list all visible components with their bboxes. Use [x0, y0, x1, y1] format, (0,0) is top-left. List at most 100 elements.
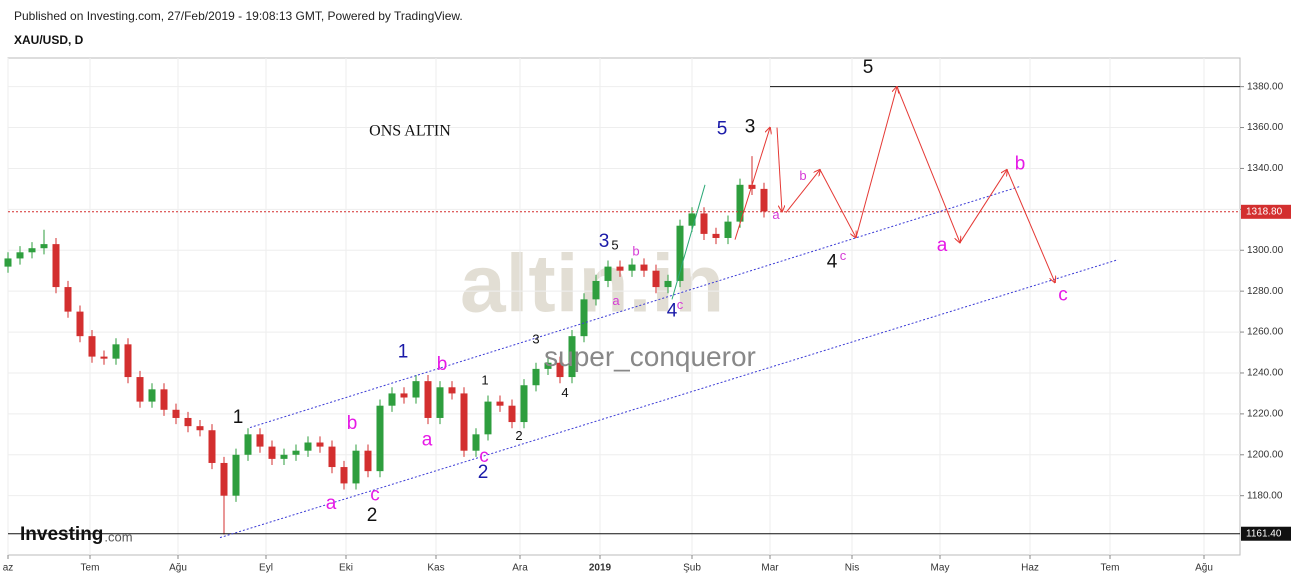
y-tick-label: 1340.00 [1247, 163, 1284, 174]
wave-label: b [437, 354, 448, 375]
logo: Investing [20, 524, 103, 545]
candle-body [316, 442, 324, 447]
overlay-line [249, 185, 1021, 429]
y-tick-label: 1240.00 [1247, 368, 1284, 379]
wave-label: 1 [233, 407, 244, 428]
candle-body [292, 450, 300, 455]
candle-body [460, 393, 468, 451]
candle-body [640, 264, 648, 271]
wave-label: b [1015, 153, 1026, 174]
candle-body [496, 401, 504, 406]
candle-body [364, 450, 372, 472]
candle-body [28, 248, 36, 253]
wave-label: 2 [515, 428, 522, 443]
candle-body [520, 385, 528, 423]
wave-label: 4 [827, 252, 838, 273]
x-tick-label: Nis [845, 563, 859, 574]
overlay-line [896, 86, 960, 243]
wave-label: c [1058, 284, 1068, 305]
wave-label: 3 [532, 332, 539, 347]
candle-body [376, 405, 384, 472]
overlay-line [855, 87, 897, 238]
wave-label: 1 [481, 373, 488, 388]
y-tick-label: 1200.00 [1247, 449, 1284, 460]
candle-body [352, 450, 360, 484]
candle-body [88, 336, 96, 357]
price-tag [1241, 204, 1291, 219]
candle-body [160, 389, 168, 410]
y-tick-label: 1260.00 [1247, 327, 1284, 338]
candle-body [652, 270, 660, 288]
candle-body [208, 430, 216, 463]
x-tick-label: Tem [1101, 563, 1120, 574]
candle-body [304, 442, 312, 451]
wave-label: 5 [717, 119, 728, 140]
candle-body [688, 213, 696, 226]
wave-label: a [612, 293, 620, 308]
wave-label: a [937, 235, 948, 256]
candle-body [40, 244, 48, 249]
candle-body [268, 446, 276, 459]
x-tick-label: Eki [339, 563, 353, 574]
candle-body [124, 344, 132, 378]
x-tick-label: Ağu [1195, 563, 1213, 574]
x-tick-label: az [3, 563, 14, 574]
candle-body [112, 344, 120, 359]
wave-label: 5 [863, 57, 874, 78]
wave-label: c [840, 248, 847, 263]
wave-label: c [677, 297, 684, 312]
candle-body [484, 401, 492, 435]
candle-body [340, 467, 348, 484]
candle-body [136, 377, 144, 402]
overlay-line [959, 170, 1007, 243]
wave-label: a [326, 493, 337, 514]
x-tick-label: Eyl [259, 563, 273, 574]
x-tick-label: Mar [761, 563, 779, 574]
candle-body [16, 252, 24, 259]
candle-body [544, 362, 552, 369]
wave-label: 5 [611, 238, 618, 253]
candle-body [436, 387, 444, 418]
x-tick-label: Haz [1021, 563, 1039, 574]
logo-suffix: .com [104, 529, 132, 544]
candle-body [664, 280, 672, 288]
candle-body [532, 368, 540, 386]
wave-label: 2 [478, 462, 489, 483]
candle-body [280, 454, 288, 459]
overlay-line [219, 259, 1119, 539]
candle-body [232, 454, 240, 496]
candle-body [196, 426, 204, 431]
wave-label: b [799, 168, 806, 183]
candle-body [76, 311, 84, 337]
candle-body [724, 221, 732, 238]
candle-body [628, 264, 636, 271]
wave-label: c [370, 485, 380, 506]
x-tick-label: Ağu [169, 563, 187, 574]
candle-body [616, 266, 624, 271]
overlay-line [734, 128, 770, 240]
overlay-line [785, 170, 820, 213]
candle-body [52, 244, 60, 288]
price-tag-label: 1161.40 [1246, 528, 1282, 539]
overlay-line [671, 184, 706, 300]
candle-body [4, 258, 12, 267]
candle-body [64, 287, 72, 312]
candle-body [592, 280, 600, 300]
candle-body [412, 381, 420, 398]
y-tick-label: 1300.00 [1247, 245, 1284, 256]
wave-label: super_conqueror [544, 341, 756, 372]
watermark: altin.in [460, 239, 724, 330]
candle-body [148, 389, 156, 402]
x-tick-label: Tem [81, 563, 100, 574]
candle-body [424, 381, 432, 418]
candle-body [568, 336, 576, 378]
candle-body [388, 393, 396, 406]
x-tick-label: May [931, 563, 950, 574]
x-tick-label: Ara [512, 563, 528, 574]
y-tick-label: 1360.00 [1247, 122, 1284, 133]
wave-label: b [347, 413, 358, 434]
candle-body [760, 188, 768, 212]
y-tick-label: 1220.00 [1247, 409, 1284, 420]
candle-body [676, 225, 684, 281]
candle-body [508, 405, 516, 423]
